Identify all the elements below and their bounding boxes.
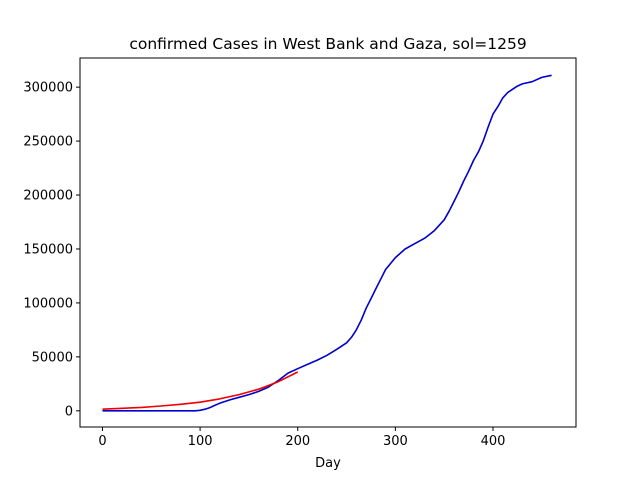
series-layer (102, 74, 552, 412)
series-line-2 (102, 371, 299, 410)
x-tick-label: 200 (285, 434, 310, 449)
y-tick-label: 200000 (23, 189, 73, 204)
x-axis-label: Day (315, 456, 341, 471)
x-tick-label: 0 (98, 434, 106, 449)
y-tick-label: 50000 (32, 350, 73, 365)
y-tick-label: 0 (65, 404, 73, 419)
x-tick-label: 100 (188, 434, 213, 449)
y-tick-label: 150000 (23, 242, 73, 257)
y-axis: 0 50000 100000 150000 200000 250000 300000 (23, 81, 80, 419)
y-tick-label: 100000 (23, 296, 73, 311)
chart-title: confirmed Cases in West Bank and Gaza, s… (129, 35, 526, 53)
y-tick-label: 300000 (23, 81, 73, 96)
y-tick-label: 250000 (23, 135, 73, 150)
series-line-1 (102, 74, 552, 412)
x-tick-label: 400 (481, 434, 506, 449)
x-tick-label: 300 (383, 434, 408, 449)
plot-area-frame (79, 57, 577, 428)
x-axis: 0 100 200 300 400 (98, 427, 505, 449)
